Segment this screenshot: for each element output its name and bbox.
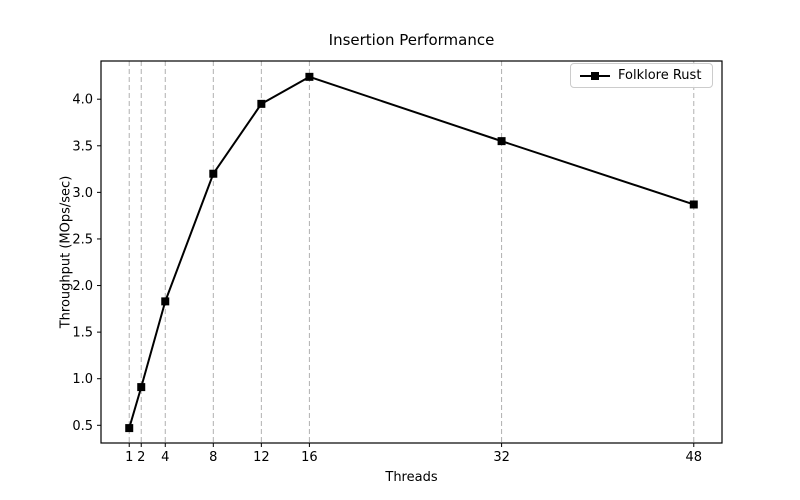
- y-axis-label: Throughput (MOps/sec): [58, 175, 74, 329]
- axes-border: [100, 60, 723, 444]
- legend: Folklore Rust: [570, 63, 713, 88]
- x-tick-label: 48: [685, 450, 702, 465]
- y-tick-label: 3.5: [72, 139, 93, 154]
- y-tick-label: 4.0: [72, 93, 93, 108]
- x-axis-label: Threads: [385, 470, 438, 485]
- y-tick-label: 0.5: [72, 419, 93, 434]
- x-tick-label: 4: [161, 450, 169, 465]
- y-tick-label: 2.5: [72, 232, 93, 247]
- data-point-marker: [257, 99, 266, 108]
- data-point-marker: [137, 383, 146, 392]
- x-tick-label: 12: [253, 450, 270, 465]
- data-point-marker: [125, 424, 134, 433]
- x-tick-label: 8: [209, 450, 217, 465]
- x-tick-label: 2: [137, 450, 145, 465]
- y-tick-label: 3.0: [72, 186, 93, 201]
- x-tick-label: 32: [493, 450, 510, 465]
- data-point-marker: [497, 137, 506, 146]
- legend-line-marker-icon: [580, 71, 610, 80]
- data-point-marker: [161, 297, 170, 306]
- series-line: [128, 75, 695, 429]
- x-tick-label: 1: [125, 450, 133, 465]
- y-tick-label: 2.0: [72, 279, 93, 294]
- y-tick-label: 1.0: [72, 372, 93, 387]
- y-tick-label: 1.5: [72, 326, 93, 341]
- data-point-marker: [209, 169, 218, 178]
- data-point-marker: [305, 72, 314, 81]
- data-point-marker: [689, 200, 698, 209]
- legend-label: Folklore Rust: [618, 68, 702, 83]
- x-tick-label: 16: [301, 450, 318, 465]
- chart-title: Insertion Performance: [328, 31, 495, 49]
